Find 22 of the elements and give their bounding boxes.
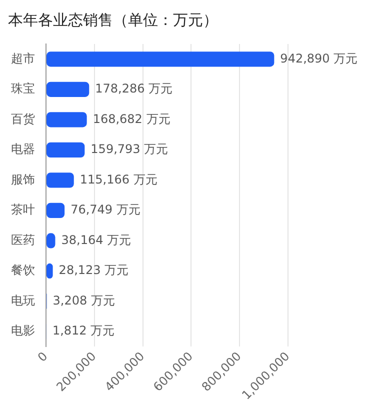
y-tick-label: 珠宝: [11, 82, 35, 96]
data-label: 38,164 万元: [61, 232, 132, 247]
data-label: 76,749 万元: [70, 202, 140, 217]
data-label: 115,166 万元: [80, 172, 158, 186]
y-tick-label: 餐饮: [11, 263, 35, 278]
data-label: 942,890 万元: [280, 51, 358, 66]
y-tick-label: 服饰: [11, 172, 35, 186]
y-tick-label: 电玩: [11, 293, 35, 308]
y-tick-label: 医药: [11, 232, 35, 247]
data-label: 1,812 万元: [52, 324, 115, 338]
chart-title: 本年各业态销售（单位：万元）: [8, 10, 218, 29]
y-tick-label: 电影: [11, 324, 35, 338]
data-label: 3,208 万元: [52, 293, 115, 308]
data-label: 159,793 万元: [90, 142, 168, 156]
y-tick-label: 超市: [11, 51, 35, 66]
data-label: 28,123 万元: [58, 263, 129, 278]
data-label: 178,286 万元: [95, 82, 173, 96]
y-tick-label: 电器: [11, 142, 35, 156]
x-tick-label: 0: [35, 349, 50, 364]
data-label: 168,682 万元: [92, 112, 170, 126]
y-tick-label: 百货: [11, 112, 35, 126]
y-tick-label: 茶叶: [11, 202, 35, 217]
